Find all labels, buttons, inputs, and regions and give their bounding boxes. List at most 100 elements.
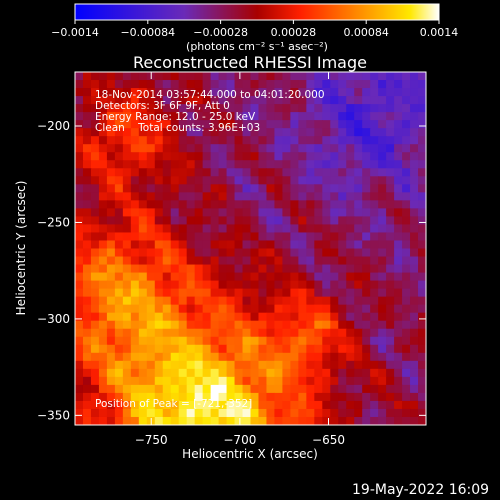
heatmap-cell bbox=[98, 288, 108, 298]
heatmap-cell bbox=[298, 248, 307, 258]
heatmap-cell bbox=[394, 360, 403, 370]
heatmap-cell bbox=[106, 312, 116, 322]
heatmap-cell bbox=[170, 384, 180, 394]
heatmap-cell bbox=[130, 112, 140, 121]
heatmap-cell bbox=[218, 72, 228, 81]
heatmap-cell bbox=[242, 392, 252, 402]
heatmap-cell bbox=[386, 336, 395, 346]
heatmap-cell bbox=[170, 144, 180, 153]
heatmap-cell bbox=[386, 384, 395, 394]
heatmap-cell bbox=[82, 360, 92, 370]
heatmap-cell bbox=[330, 224, 339, 234]
heatmap-cell bbox=[106, 304, 116, 314]
heatmap-cell bbox=[194, 376, 204, 386]
heatmap-cell bbox=[138, 160, 148, 169]
heatmap-cell bbox=[394, 344, 403, 354]
heatmap-cell bbox=[298, 152, 307, 161]
heatmap-cell bbox=[410, 176, 419, 185]
heatmap-cell bbox=[354, 96, 363, 105]
heatmap-cell bbox=[290, 160, 299, 169]
heatmap-cell bbox=[82, 104, 92, 113]
heatmap-cell bbox=[394, 328, 403, 338]
heatmap-cell bbox=[290, 224, 299, 234]
heatmap-cell bbox=[82, 216, 92, 226]
heatmap-cell bbox=[402, 408, 411, 418]
heatmap-cell bbox=[370, 416, 379, 425]
heatmap-cell bbox=[234, 216, 244, 226]
heatmap-cell bbox=[234, 120, 244, 129]
heatmap-cell bbox=[354, 344, 363, 354]
heatmap-cell bbox=[258, 288, 268, 298]
heatmap-cell bbox=[178, 368, 188, 378]
heatmap-cell bbox=[90, 168, 100, 177]
heatmap-cell bbox=[418, 152, 426, 161]
heatmap-cell bbox=[314, 80, 323, 89]
heatmap-cell bbox=[338, 200, 347, 209]
heatmap-cell bbox=[282, 320, 291, 330]
heatmap-cell bbox=[138, 384, 148, 394]
heatmap-cell bbox=[75, 368, 84, 378]
heatmap-cell bbox=[306, 288, 315, 298]
heatmap-cell bbox=[194, 256, 204, 266]
heatmap-cell bbox=[410, 80, 419, 89]
heatmap-cell bbox=[170, 88, 180, 97]
heatmap-cell bbox=[186, 88, 196, 97]
heatmap-cell bbox=[410, 376, 419, 386]
heatmap-cell bbox=[306, 312, 315, 322]
heatmap-cell bbox=[226, 224, 236, 234]
heatmap-cell bbox=[122, 72, 132, 81]
heatmap-cell bbox=[314, 184, 323, 193]
heatmap-cell bbox=[306, 168, 315, 177]
heatmap-cell bbox=[122, 136, 132, 145]
heatmap-cell bbox=[282, 200, 291, 209]
heatmap-cell bbox=[234, 80, 244, 89]
heatmap-cell bbox=[306, 256, 315, 266]
heatmap-cell bbox=[410, 88, 419, 97]
heatmap-cell bbox=[378, 240, 387, 250]
heatmap-cell bbox=[122, 192, 132, 201]
heatmap-cell bbox=[75, 328, 84, 338]
heatmap-cell bbox=[114, 184, 124, 193]
heatmap-cell bbox=[106, 288, 116, 298]
heatmap-cell bbox=[75, 80, 84, 89]
heatmap-cell bbox=[402, 224, 411, 234]
heatmap-cell bbox=[226, 296, 236, 306]
heatmap-cell bbox=[386, 184, 395, 193]
heatmap-cell bbox=[210, 248, 220, 258]
heatmap-cell bbox=[314, 304, 323, 314]
heatmap-cell bbox=[282, 96, 291, 105]
heatmap-cell bbox=[194, 152, 204, 161]
heatmap-cell bbox=[242, 96, 252, 105]
heatmap-cell bbox=[314, 176, 323, 185]
heatmap-cell bbox=[202, 112, 212, 121]
heatmap-cell bbox=[402, 256, 411, 266]
heatmap-cell bbox=[322, 408, 331, 418]
heatmap-cell bbox=[282, 304, 291, 314]
heatmap-cell bbox=[338, 272, 347, 282]
heatmap-cell bbox=[138, 96, 148, 105]
heatmap-cell bbox=[178, 120, 188, 129]
heatmap-cell bbox=[210, 240, 220, 250]
heatmap-cell bbox=[346, 336, 355, 346]
heatmap-cell bbox=[282, 328, 291, 338]
heatmap-cell bbox=[82, 280, 92, 290]
heatmap-cell bbox=[146, 144, 156, 153]
heatmap-cell bbox=[370, 88, 379, 97]
heatmap-cell bbox=[370, 360, 379, 370]
heatmap-cell bbox=[322, 384, 331, 394]
heatmap-cell bbox=[378, 104, 387, 113]
heatmap-cell bbox=[122, 272, 132, 282]
heatmap-cell bbox=[154, 248, 164, 258]
heatmap-cell bbox=[250, 216, 260, 226]
heatmap-cell bbox=[386, 144, 395, 153]
heatmap-cell bbox=[114, 344, 124, 354]
heatmap-cell bbox=[346, 248, 355, 258]
heatmap-cell bbox=[410, 304, 419, 314]
heatmap-cell bbox=[274, 272, 284, 282]
heatmap-cell bbox=[386, 224, 395, 234]
heatmap-cell bbox=[410, 392, 419, 402]
heatmap-cell bbox=[98, 384, 108, 394]
heatmap-cell bbox=[298, 112, 307, 121]
heatmap-cell bbox=[354, 112, 363, 121]
heatmap-cell bbox=[258, 96, 268, 105]
